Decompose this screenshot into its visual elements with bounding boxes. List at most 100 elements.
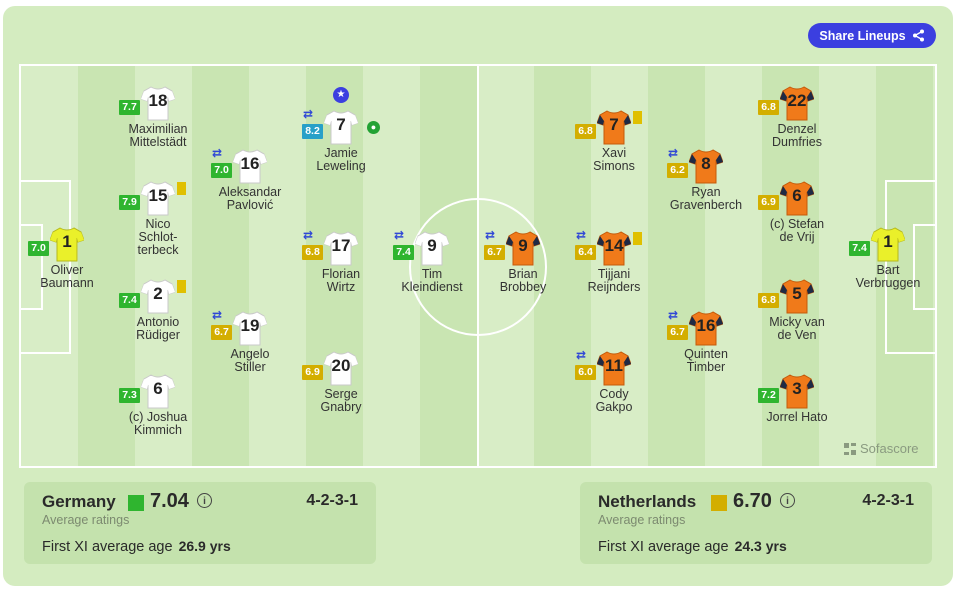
jersey-number: 18 — [148, 91, 168, 110]
player-home[interactable]: 6 7.3 (c) Joshua Kimmich — [98, 373, 218, 437]
player-away[interactable]: 9 6.7 ⇄ Brian Brobbey — [463, 228, 583, 294]
jersey-icon: 20 6.9 — [302, 350, 358, 386]
player-rating-badge: 6.2 — [667, 163, 688, 178]
yellow-card-icon — [633, 111, 642, 124]
player-name: Jorrel Hato — [766, 410, 828, 424]
player-away[interactable]: 6 6.9 (c) Stefan de Vrij — [737, 180, 857, 244]
player-away[interactable]: 1 7.4 Bart Verbruggen — [828, 226, 948, 290]
player-home[interactable]: 19 6.7 ⇄ Angelo Stiller — [190, 308, 310, 374]
jersey-icon: 1 7.4 — [849, 226, 905, 262]
player-away[interactable]: 22 6.8 Denzel Dumfries — [737, 85, 857, 149]
player-away[interactable]: 5 6.8 Micky van de Ven — [737, 278, 857, 342]
player-name: Aleksandar Pavlović — [218, 185, 282, 212]
player-home[interactable]: 20 6.9 Serge Gnabry — [281, 350, 401, 414]
jersey-number: 14 — [604, 236, 624, 255]
jersey-number: 17 — [331, 236, 351, 255]
share-label: Share Lineups — [819, 28, 906, 43]
player-name: Maximilian Mittelstädt — [128, 122, 188, 149]
sofascore-logo-icon — [844, 442, 856, 455]
jersey-number: 19 — [240, 316, 260, 335]
jersey-icon: 7 8.2 ⇄ ★ ● — [302, 87, 380, 145]
jersey-number: 1 — [883, 232, 893, 251]
jersey-icon: 3 7.2 — [758, 373, 814, 409]
home-age-label: First XI average age — [42, 539, 173, 555]
player-rating-badge: 6.0 — [575, 365, 596, 380]
player-home[interactable]: 9 7.4 ⇄ Tim Kleindienst — [372, 228, 492, 294]
share-lineups-button[interactable]: Share Lineups — [808, 23, 936, 48]
away-age-row: First XI average age 24.3 yrs — [598, 538, 787, 555]
info-icon[interactable]: i — [780, 493, 795, 508]
home-average-rating: 7.04 — [150, 490, 189, 512]
jersey-icon: 8 6.2 ⇄ — [667, 146, 723, 184]
player-away[interactable]: 8 6.2 ⇄ Ryan Gravenberch — [646, 146, 766, 212]
yellow-card-icon — [177, 280, 186, 293]
player-name: Cody Gakpo — [595, 387, 633, 414]
jersey-number: 1 — [62, 232, 72, 251]
player-away[interactable]: 16 6.7 ⇄ Quinten Timber — [646, 308, 766, 374]
away-age-value: 24.3 yrs — [734, 538, 787, 554]
info-icon[interactable]: i — [197, 493, 212, 508]
jersey-icon: 5 6.8 — [758, 278, 814, 314]
player-rating-badge: 6.7 — [667, 325, 688, 340]
player-name: Antonio Rüdiger — [136, 315, 180, 342]
jersey-number: 16 — [696, 316, 716, 335]
jersey-icon: 16 7.0 ⇄ — [211, 146, 267, 184]
jersey-number: 11 — [605, 356, 623, 375]
jersey-number: 8 — [701, 154, 711, 173]
player-away[interactable]: 7 6.8 Xavi Simons — [554, 109, 674, 173]
player-away[interactable]: 11 6.0 ⇄ Cody Gakpo — [554, 348, 674, 414]
player-rating-badge: 6.8 — [302, 245, 323, 260]
jersey-icon: 7 6.8 — [575, 109, 642, 145]
player-rating-badge: 6.9 — [758, 195, 779, 210]
yellow-card-icon — [177, 182, 186, 195]
substitution-icon: ⇄ — [576, 228, 587, 242]
player-home[interactable]: 2 7.4 Antonio Rüdiger — [98, 278, 218, 342]
player-away[interactable]: 14 6.4 ⇄ Tijjani Reijnders — [554, 228, 674, 294]
player-home[interactable]: 15 7.9 Nico Schlot- terbeck — [98, 180, 218, 257]
jersey-icon: 9 6.7 ⇄ — [484, 228, 540, 266]
substitution-icon: ⇄ — [668, 308, 679, 322]
substitution-icon: ⇄ — [212, 308, 223, 322]
jersey-icon: 11 6.0 ⇄ — [575, 348, 631, 386]
player-rating-badge: 7.3 — [119, 388, 140, 403]
player-rating-badge: 7.0 — [28, 241, 49, 256]
player-home[interactable]: 1 7.0 Oliver Baumann — [7, 226, 127, 290]
jersey-icon: 14 6.4 ⇄ — [575, 228, 642, 266]
substitution-icon: ⇄ — [485, 228, 496, 242]
player-rating-badge: 6.8 — [575, 124, 596, 139]
jersey-icon: 17 6.8 ⇄ — [302, 228, 358, 266]
jersey-number: 20 — [331, 356, 351, 375]
jersey-icon: 18 7.7 — [119, 85, 175, 121]
substitution-icon: ⇄ — [576, 348, 587, 362]
jersey-icon: 6 7.3 — [119, 373, 175, 409]
home-summary-panel: Germany 7.04 i 4-2-3-1 Average ratings F… — [24, 482, 376, 564]
home-age-value: 26.9 yrs — [178, 538, 231, 554]
player-name: Ryan Gravenberch — [669, 185, 743, 212]
jersey-number: 9 — [427, 236, 437, 255]
player-home[interactable]: 16 7.0 ⇄ Aleksandar Pavlović — [190, 146, 310, 212]
right-penalty-box — [885, 180, 935, 354]
pitch — [19, 64, 937, 468]
player-rating-badge: 8.2 — [302, 124, 323, 139]
player-home[interactable]: 7 8.2 ⇄ ★ ● Jamie Leweling — [281, 87, 401, 173]
away-formation: 4-2-3-1 — [862, 492, 914, 509]
substitution-icon: ⇄ — [394, 228, 405, 242]
player-rating-badge: 7.7 — [119, 100, 140, 115]
player-home[interactable]: 18 7.7 Maximilian Mittelstädt — [98, 85, 218, 149]
player-name: Serge Gnabry — [320, 387, 362, 414]
jersey-number: 6 — [153, 379, 163, 398]
star-icon: ★ — [333, 87, 349, 103]
player-away[interactable]: 3 7.2 Jorrel Hato — [737, 373, 857, 424]
left-penalty-box — [21, 180, 71, 354]
player-rating-badge: 7.4 — [393, 245, 414, 260]
jersey-icon: 9 7.4 ⇄ — [393, 228, 449, 266]
player-rating-badge: 7.0 — [211, 163, 232, 178]
player-name: Angelo Stiller — [230, 347, 270, 374]
goal-ball-icon: ● — [367, 121, 380, 134]
player-home[interactable]: 17 6.8 ⇄ Florian Wirtz — [281, 228, 401, 294]
away-average-label: Average ratings — [598, 513, 686, 527]
jersey-icon: 22 6.8 — [758, 85, 814, 121]
jersey-number: 3 — [792, 379, 802, 398]
substitution-icon: ⇄ — [303, 107, 314, 121]
jersey-number: 16 — [240, 154, 260, 173]
